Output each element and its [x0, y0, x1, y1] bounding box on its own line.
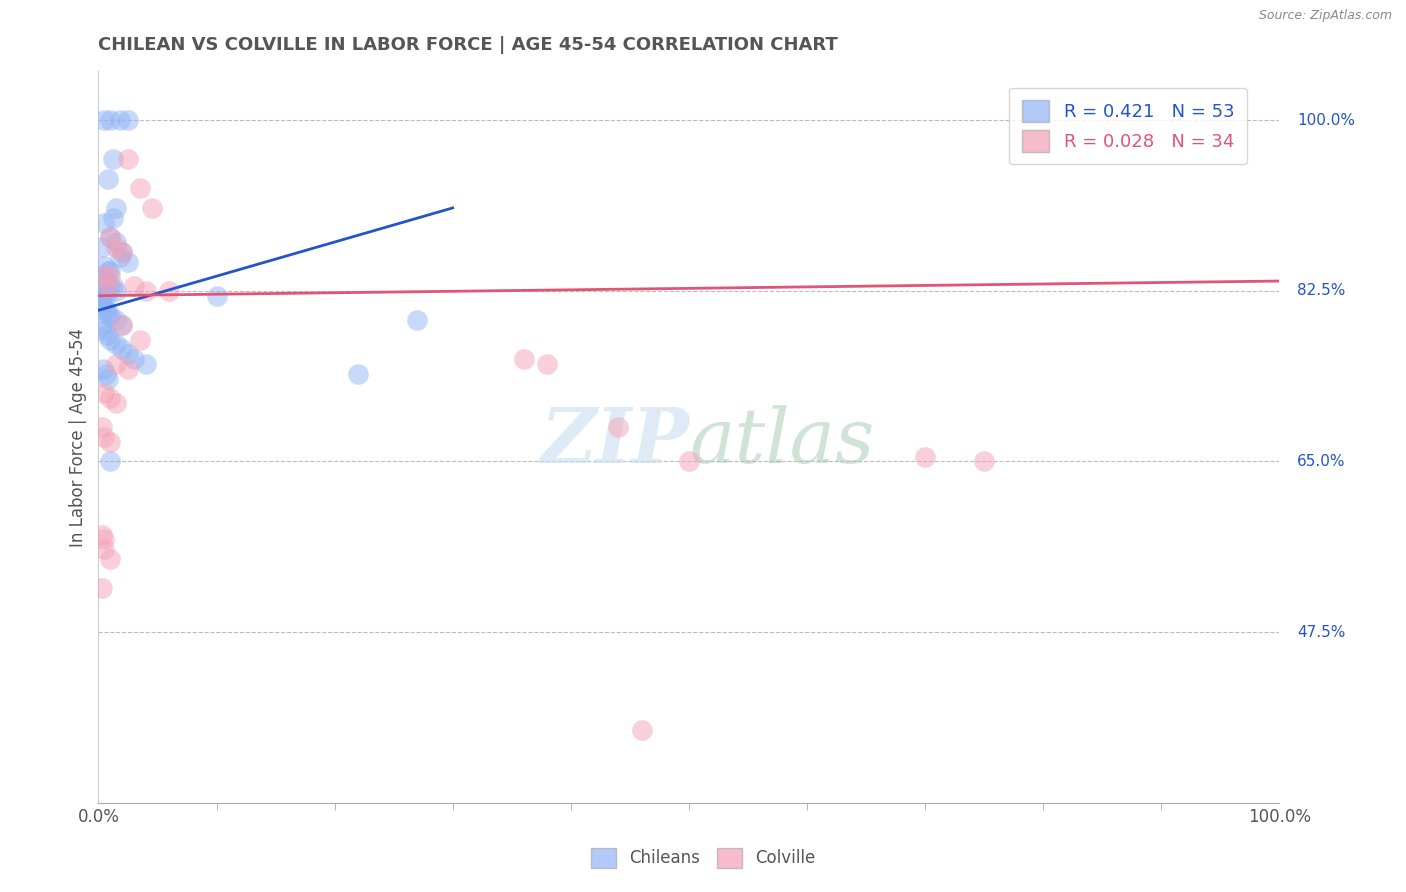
Point [96, 288, 118, 302]
Text: 47.5%: 47.5% [1298, 624, 1346, 640]
Point [98, 279, 121, 293]
Legend: Chileans, Colville: Chileans, Colville [583, 841, 823, 875]
Point [105, 357, 128, 371]
Point [98, 333, 121, 347]
Point [105, 235, 128, 249]
Point [117, 113, 139, 128]
Point [91, 581, 114, 595]
Point [98, 230, 121, 244]
Point [111, 318, 134, 332]
Point [97, 279, 120, 293]
Point [96, 327, 118, 342]
Point [111, 318, 134, 332]
Point [93, 542, 115, 557]
Point [117, 254, 139, 268]
Point [97, 371, 120, 385]
Point [122, 352, 145, 367]
Text: 82.5%: 82.5% [1298, 284, 1346, 298]
Point [91, 318, 114, 332]
Point [135, 357, 157, 371]
Point [630, 723, 652, 737]
Point [406, 313, 429, 327]
Text: Source: ZipAtlas.com: Source: ZipAtlas.com [1258, 9, 1392, 22]
Point [91, 269, 114, 284]
Legend: R = 0.421   N = 53, R = 0.028   N = 34: R = 0.421 N = 53, R = 0.028 N = 34 [1010, 87, 1247, 164]
Point [607, 420, 630, 434]
Point [347, 367, 370, 381]
Point [117, 361, 139, 376]
Point [91, 288, 114, 302]
Point [101, 279, 124, 293]
Point [97, 171, 120, 186]
Point [91, 298, 114, 312]
Point [91, 361, 114, 376]
Point [111, 244, 134, 259]
Point [973, 454, 995, 468]
Point [97, 308, 120, 322]
Point [93, 269, 115, 284]
Point [93, 113, 115, 128]
Point [111, 244, 134, 259]
Point [108, 113, 131, 128]
Point [94, 274, 117, 288]
Text: 65.0%: 65.0% [1298, 454, 1346, 469]
Point [98, 434, 121, 449]
Point [94, 303, 117, 318]
Point [105, 396, 128, 410]
Point [205, 288, 228, 302]
Point [111, 343, 134, 357]
Point [98, 308, 121, 322]
Point [914, 450, 936, 464]
Point [90, 284, 112, 298]
Point [536, 357, 558, 371]
Point [101, 152, 124, 166]
Point [98, 552, 121, 566]
Point [105, 337, 128, 351]
Point [90, 293, 112, 308]
Point [93, 260, 115, 274]
Point [105, 313, 128, 327]
Point [91, 527, 114, 541]
Point [141, 201, 163, 215]
Point [98, 230, 121, 244]
Point [97, 279, 120, 293]
Point [98, 269, 121, 284]
Point [91, 420, 114, 434]
Point [101, 211, 124, 225]
Point [97, 264, 120, 278]
Point [98, 454, 121, 468]
Point [128, 333, 150, 347]
Point [93, 386, 115, 401]
Text: atlas: atlas [689, 405, 875, 479]
Point [105, 240, 128, 254]
Point [91, 298, 114, 312]
Point [98, 113, 121, 128]
Y-axis label: In Labor Force | Age 45-54: In Labor Force | Age 45-54 [69, 327, 87, 547]
Point [117, 347, 139, 361]
Point [93, 215, 115, 229]
Point [91, 240, 114, 254]
Point [105, 201, 128, 215]
Point [157, 284, 180, 298]
Point [94, 367, 117, 381]
Text: CHILEAN VS COLVILLE IN LABOR FORCE | AGE 45-54 CORRELATION CHART: CHILEAN VS COLVILLE IN LABOR FORCE | AGE… [98, 36, 838, 54]
Point [512, 352, 534, 367]
Point [122, 279, 145, 293]
Point [108, 250, 131, 264]
Point [128, 181, 150, 195]
Point [93, 533, 115, 547]
Point [678, 454, 700, 468]
Point [91, 274, 114, 288]
Text: 100.0%: 100.0% [1298, 112, 1355, 128]
Point [105, 284, 128, 298]
Point [93, 288, 115, 302]
Point [117, 152, 139, 166]
Point [135, 284, 157, 298]
Point [98, 264, 121, 278]
Point [98, 391, 121, 405]
Text: ZIP: ZIP [540, 405, 689, 479]
Point [93, 430, 115, 444]
Point [93, 323, 115, 337]
